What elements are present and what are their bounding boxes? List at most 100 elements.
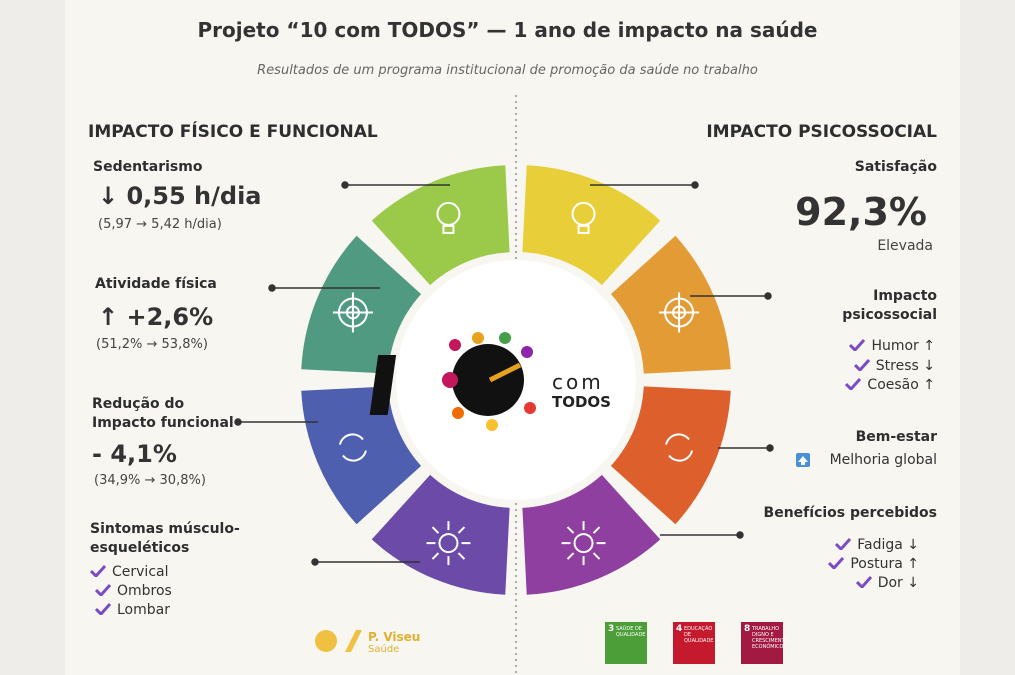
- check-mark: [835, 538, 852, 550]
- check-mark: [828, 557, 845, 569]
- metric-label: Satisfação: [854, 159, 937, 175]
- check-icon: [835, 538, 852, 550]
- check-icon: [95, 603, 111, 615]
- metric-detail: (34,9% → 30,8%): [94, 473, 206, 488]
- metric-value: ↓ 0,55 h/dia: [98, 182, 262, 210]
- logo-dot: [521, 346, 533, 358]
- icon: [573, 533, 594, 554]
- metric-detail: (51,2% → 53,8%): [96, 337, 208, 352]
- check-icon: [845, 378, 862, 390]
- logo-text: TODOS: [552, 393, 611, 411]
- icon: [577, 224, 590, 234]
- sdg-badge: [673, 622, 715, 664]
- brand-mark: [315, 630, 362, 652]
- brand-name: P. Viseu: [368, 630, 421, 644]
- list-text: Stress ↓: [875, 358, 935, 374]
- connector-dot: [268, 284, 276, 292]
- check-icon: [849, 339, 866, 351]
- list-text: Humor ↑: [871, 338, 935, 354]
- ring-segment: [301, 235, 422, 374]
- icon: [438, 533, 459, 554]
- list-text: Cervical: [112, 564, 169, 580]
- metric-label: Bem-estar: [855, 429, 937, 445]
- logo-one: [369, 355, 397, 415]
- logo-dot: [499, 332, 511, 344]
- ring-segment: [371, 474, 510, 595]
- metric-label: Sintomas músculo-esqueléticos: [90, 521, 240, 556]
- ring-segment: [371, 165, 510, 286]
- logo-hand: [488, 362, 522, 383]
- logo-text: com: [552, 370, 604, 394]
- logo-dot: [449, 339, 461, 351]
- logo-dot: [472, 332, 484, 344]
- check-icon: [95, 584, 111, 596]
- metric-detail: Melhoria global: [829, 452, 937, 468]
- logo-zero: [452, 344, 524, 416]
- icon: [665, 433, 694, 462]
- check-mark: [90, 565, 106, 577]
- sdg-number: 4: [676, 624, 683, 634]
- up-icon-arrow: [798, 456, 808, 465]
- sdg-label: EDUCAÇÃO DE QUALIDADE: [684, 626, 714, 644]
- sdg-badge: [605, 622, 647, 664]
- connector-dot: [341, 181, 349, 189]
- ring: [301, 165, 731, 595]
- metric-label: Benefícios percebidos: [763, 505, 937, 521]
- brand-sub: Saúde: [368, 644, 400, 655]
- metric-value: 92,3%: [795, 190, 927, 234]
- metric-label: Redução do Impacto funcional: [92, 396, 234, 431]
- logo-mark: [369, 332, 536, 431]
- icon: [426, 521, 471, 566]
- logo-dot: [452, 407, 464, 419]
- list-text: Ombros: [117, 583, 172, 599]
- list-text: Dor ↓: [877, 575, 919, 591]
- connector-dot: [691, 181, 699, 189]
- list-text: Lombar: [117, 602, 170, 618]
- list-text: Coesão ↑: [867, 377, 935, 393]
- check-mark: [855, 576, 872, 588]
- connector-dot: [736, 531, 744, 539]
- list-item: Humor ↑: [849, 338, 935, 354]
- ring-segment: [522, 474, 661, 595]
- connectors: [234, 181, 774, 566]
- metric-label: Sedentarismo: [93, 159, 203, 175]
- check-mark: [95, 584, 111, 596]
- title: Projeto “10 com TODOS” — 1 ano de impact…: [197, 18, 818, 42]
- metric-detail: (5,97 → 5,42 h/dia): [98, 217, 222, 232]
- sdg-badge: [741, 622, 783, 664]
- icon: [442, 224, 455, 234]
- brand-circle: [315, 630, 337, 652]
- brand-slash: [345, 630, 362, 652]
- connector-dot: [764, 292, 772, 300]
- ring-segment: [522, 165, 661, 286]
- icon: [338, 433, 367, 462]
- sdg-label: TRABALHO DIGNO E CRESCIMENTO ECONÓMICO: [752, 626, 789, 650]
- subtitle: Resultados de um programa institucional …: [257, 63, 758, 78]
- check-icon: [853, 359, 870, 371]
- check-mark: [853, 359, 870, 371]
- list-item: Lombar: [95, 602, 170, 618]
- sdg-label: SAÚDE DE QUALIDADE: [616, 626, 646, 638]
- icon: [659, 292, 700, 333]
- check-icon: [828, 557, 845, 569]
- list-item: Ombros: [95, 583, 172, 599]
- sdg-number: 8: [744, 624, 751, 634]
- logo-dot: [486, 419, 498, 431]
- ring-segment: [610, 235, 731, 374]
- list-item: Postura ↑: [828, 556, 919, 572]
- list-text: Fadiga ↓: [857, 537, 919, 553]
- check-mark: [849, 339, 866, 351]
- ring-segment: [301, 386, 422, 525]
- metric-label: Atividade física: [95, 276, 217, 292]
- ring-segment: [610, 386, 731, 525]
- connector-dot: [766, 444, 774, 452]
- check-mark: [95, 603, 111, 615]
- list-item: Coesão ↑: [845, 377, 935, 393]
- connector-dot: [234, 418, 242, 426]
- check-icon: [90, 565, 106, 577]
- metric-label: Impacto psicossocial: [842, 288, 937, 323]
- connector-dot: [311, 558, 319, 566]
- logo-dot: [442, 372, 458, 388]
